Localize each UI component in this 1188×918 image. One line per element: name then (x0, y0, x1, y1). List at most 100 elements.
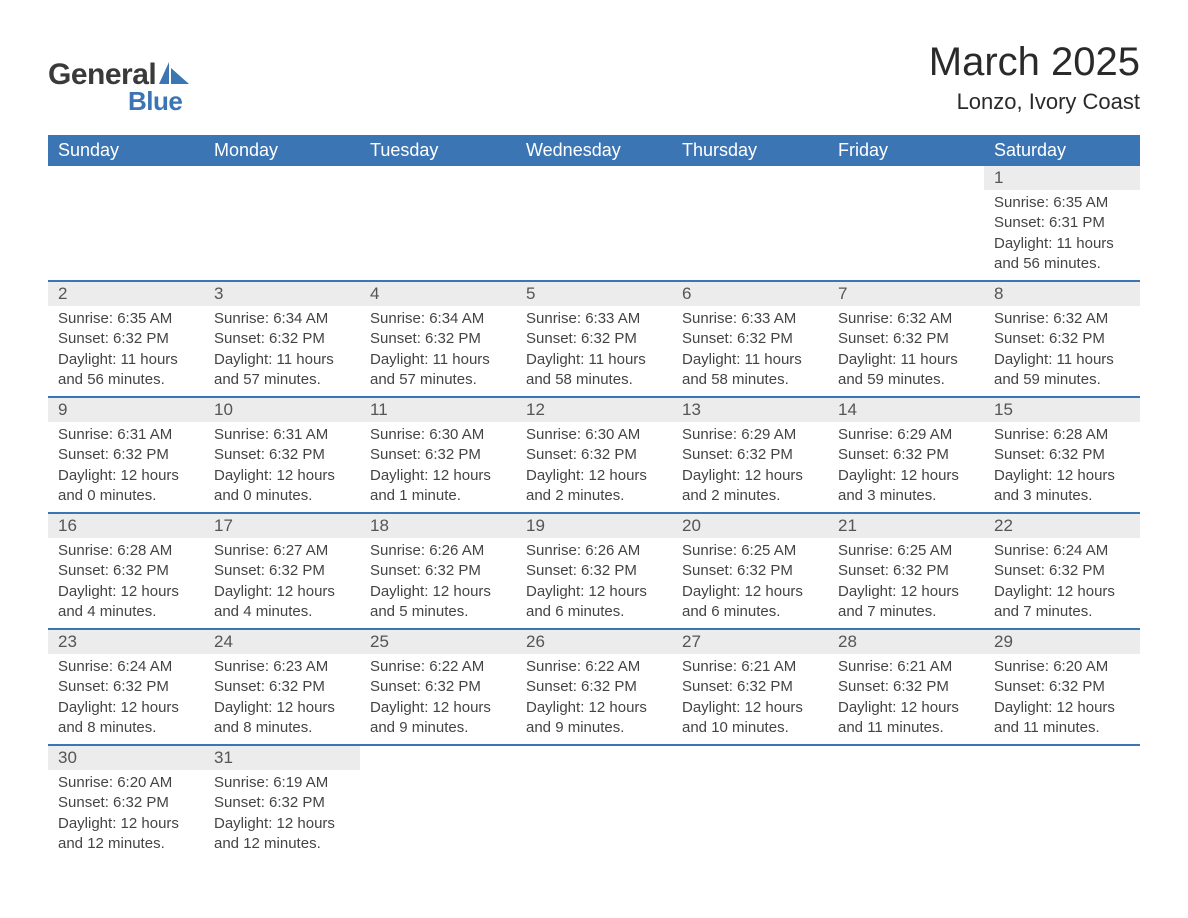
sunrise-line: Sunrise: 6:35 AM (58, 309, 194, 329)
empty-cell (360, 190, 516, 281)
sunset-line: Sunset: 6:32 PM (58, 677, 194, 697)
day-detail-cell: Sunrise: 6:19 AMSunset: 6:32 PMDaylight:… (204, 770, 360, 860)
day-number: 5 (526, 284, 535, 303)
daylight-line: Daylight: 12 hours and 2 minutes. (526, 466, 662, 507)
day-number: 12 (526, 400, 545, 419)
sunrise-line: Sunrise: 6:30 AM (526, 425, 662, 445)
daylight-line: Daylight: 12 hours and 11 minutes. (994, 698, 1130, 739)
daylight-line: Daylight: 12 hours and 3 minutes. (994, 466, 1130, 507)
sunrise-line: Sunrise: 6:29 AM (682, 425, 818, 445)
day-detail-cell: Sunrise: 6:32 AMSunset: 6:32 PMDaylight:… (984, 306, 1140, 397)
sunrise-line: Sunrise: 6:23 AM (214, 657, 350, 677)
day-detail-cell: Sunrise: 6:26 AMSunset: 6:32 PMDaylight:… (360, 538, 516, 629)
daylight-line: Daylight: 11 hours and 56 minutes. (58, 350, 194, 391)
day-number: 3 (214, 284, 223, 303)
day-number: 21 (838, 516, 857, 535)
day-detail-cell: Sunrise: 6:33 AMSunset: 6:32 PMDaylight:… (672, 306, 828, 397)
day-detail-cell: Sunrise: 6:31 AMSunset: 6:32 PMDaylight:… (48, 422, 204, 513)
day-number-cell: 5 (516, 281, 672, 306)
weekday-header: Saturday (984, 135, 1140, 166)
day-number-cell: 28 (828, 629, 984, 654)
calendar-header-row: Sunday Monday Tuesday Wednesday Thursday… (48, 135, 1140, 166)
sunset-line: Sunset: 6:32 PM (58, 561, 194, 581)
day-number-cell: 15 (984, 397, 1140, 422)
day-number-cell: 1 (984, 166, 1140, 190)
sunset-line: Sunset: 6:32 PM (370, 677, 506, 697)
day-number: 11 (370, 400, 388, 419)
sunset-line: Sunset: 6:32 PM (214, 677, 350, 697)
sunrise-line: Sunrise: 6:28 AM (58, 541, 194, 561)
location: Lonzo, Ivory Coast (929, 89, 1140, 115)
day-detail-cell: Sunrise: 6:28 AMSunset: 6:32 PMDaylight:… (984, 422, 1140, 513)
daylight-line: Daylight: 12 hours and 0 minutes. (214, 466, 350, 507)
day-number: 19 (526, 516, 545, 535)
day-number-cell: 6 (672, 281, 828, 306)
logo-text-blue: Blue (128, 86, 189, 117)
day-number-cell: 22 (984, 513, 1140, 538)
day-detail-cell: Sunrise: 6:32 AMSunset: 6:32 PMDaylight:… (828, 306, 984, 397)
empty-cell (516, 190, 672, 281)
flag-icon (159, 62, 189, 89)
sunrise-line: Sunrise: 6:20 AM (58, 773, 194, 793)
sunset-line: Sunset: 6:32 PM (994, 561, 1130, 581)
day-detail-cell: Sunrise: 6:23 AMSunset: 6:32 PMDaylight:… (204, 654, 360, 745)
sunrise-line: Sunrise: 6:29 AM (838, 425, 974, 445)
daylight-line: Daylight: 12 hours and 6 minutes. (682, 582, 818, 623)
sunset-line: Sunset: 6:32 PM (214, 329, 350, 349)
daylight-line: Daylight: 12 hours and 0 minutes. (58, 466, 194, 507)
empty-cell (828, 190, 984, 281)
daylight-line: Daylight: 12 hours and 12 minutes. (58, 814, 194, 855)
sunrise-line: Sunrise: 6:26 AM (370, 541, 506, 561)
calendar-body: 1Sunrise: 6:35 AMSunset: 6:31 PMDaylight… (48, 166, 1140, 860)
day-number-cell: 10 (204, 397, 360, 422)
weekday-header: Thursday (672, 135, 828, 166)
empty-cell (204, 166, 360, 190)
daylight-line: Daylight: 12 hours and 8 minutes. (214, 698, 350, 739)
daylight-line: Daylight: 12 hours and 10 minutes. (682, 698, 818, 739)
sunset-line: Sunset: 6:32 PM (682, 561, 818, 581)
day-detail-cell: Sunrise: 6:35 AMSunset: 6:32 PMDaylight:… (48, 306, 204, 397)
day-number: 8 (994, 284, 1003, 303)
sunset-line: Sunset: 6:32 PM (994, 445, 1130, 465)
sunrise-line: Sunrise: 6:21 AM (838, 657, 974, 677)
day-number: 6 (682, 284, 691, 303)
sunset-line: Sunset: 6:32 PM (214, 793, 350, 813)
empty-cell (204, 190, 360, 281)
daylight-line: Daylight: 12 hours and 11 minutes. (838, 698, 974, 739)
day-detail-cell: Sunrise: 6:20 AMSunset: 6:32 PMDaylight:… (48, 770, 204, 860)
empty-cell (984, 770, 1140, 860)
day-detail-cell: Sunrise: 6:22 AMSunset: 6:32 PMDaylight:… (360, 654, 516, 745)
sunrise-line: Sunrise: 6:22 AM (526, 657, 662, 677)
daylight-line: Daylight: 12 hours and 9 minutes. (526, 698, 662, 739)
daylight-line: Daylight: 11 hours and 57 minutes. (214, 350, 350, 391)
day-detail-cell: Sunrise: 6:24 AMSunset: 6:32 PMDaylight:… (48, 654, 204, 745)
day-number-cell: 27 (672, 629, 828, 654)
day-number-cell: 29 (984, 629, 1140, 654)
empty-cell (672, 770, 828, 860)
day-number: 22 (994, 516, 1013, 535)
sunrise-line: Sunrise: 6:33 AM (682, 309, 818, 329)
sunset-line: Sunset: 6:32 PM (838, 677, 974, 697)
day-number: 28 (838, 632, 857, 651)
sunset-line: Sunset: 6:32 PM (838, 329, 974, 349)
sunrise-line: Sunrise: 6:25 AM (682, 541, 818, 561)
empty-cell (984, 745, 1140, 770)
empty-cell (828, 166, 984, 190)
day-number-cell: 19 (516, 513, 672, 538)
sunset-line: Sunset: 6:32 PM (526, 445, 662, 465)
sunrise-line: Sunrise: 6:24 AM (58, 657, 194, 677)
daylight-line: Daylight: 12 hours and 7 minutes. (994, 582, 1130, 623)
day-number: 25 (370, 632, 389, 651)
daylight-line: Daylight: 11 hours and 59 minutes. (994, 350, 1130, 391)
day-number: 9 (58, 400, 67, 419)
calendar-table: Sunday Monday Tuesday Wednesday Thursday… (48, 135, 1140, 860)
daylight-line: Daylight: 11 hours and 57 minutes. (370, 350, 506, 391)
empty-cell (828, 745, 984, 770)
daylight-line: Daylight: 11 hours and 59 minutes. (838, 350, 974, 391)
day-detail-cell: Sunrise: 6:28 AMSunset: 6:32 PMDaylight:… (48, 538, 204, 629)
page-header: General Blue March 2025 Lonzo, Ivory Coa… (48, 40, 1140, 117)
daylight-line: Daylight: 12 hours and 5 minutes. (370, 582, 506, 623)
day-number: 24 (214, 632, 233, 651)
sunset-line: Sunset: 6:32 PM (994, 677, 1130, 697)
sunset-line: Sunset: 6:32 PM (682, 677, 818, 697)
